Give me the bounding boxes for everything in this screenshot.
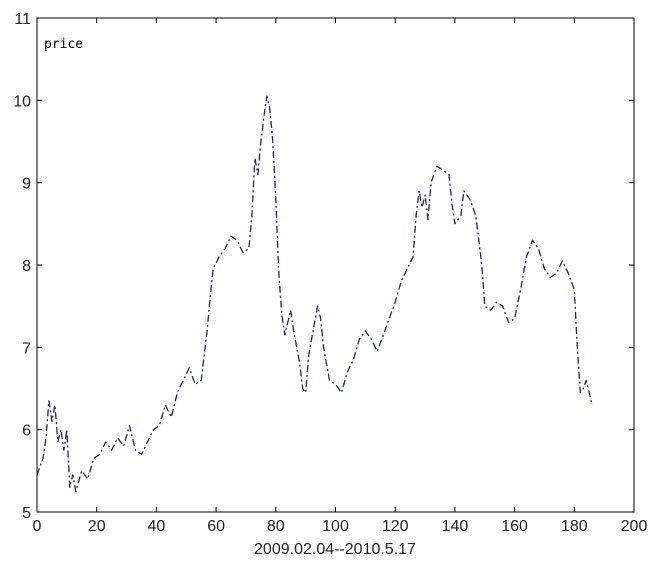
- x-tick-label: 80: [267, 518, 285, 535]
- x-tick-label: 60: [207, 518, 225, 535]
- y-tick-label: 10: [13, 93, 31, 110]
- y-tick-label: 7: [22, 340, 31, 357]
- x-axis-label: 2009.02.04--2010.5.17: [254, 541, 416, 558]
- series-layer: [36, 95, 593, 493]
- x-tick-label: 40: [148, 518, 166, 535]
- series-line-price: [36, 95, 593, 493]
- x-tick-label: 180: [561, 518, 588, 535]
- y-axis-ticks: 5 6 7 8 9 10 11: [13, 11, 634, 522]
- x-axis-ticks: 0 20 40 60 80 100 120 140 160 180 200: [33, 18, 648, 535]
- x-tick-label: 140: [442, 518, 469, 535]
- y-tick-label: 5: [22, 505, 31, 522]
- x-tick-label: 200: [621, 518, 648, 535]
- x-tick-label: 20: [88, 518, 106, 535]
- legend-label: price: [44, 37, 83, 52]
- x-tick-label: 120: [382, 518, 409, 535]
- y-tick-label: 9: [22, 176, 31, 193]
- plot-area: [36, 17, 635, 513]
- x-tick-label: 100: [322, 518, 349, 535]
- x-tick-label: 0: [33, 518, 42, 535]
- y-tick-label: 8: [22, 258, 31, 275]
- y-tick-label: 11: [14, 11, 31, 28]
- x-tick-label: 160: [501, 518, 528, 535]
- y-tick-label: 6: [22, 423, 31, 440]
